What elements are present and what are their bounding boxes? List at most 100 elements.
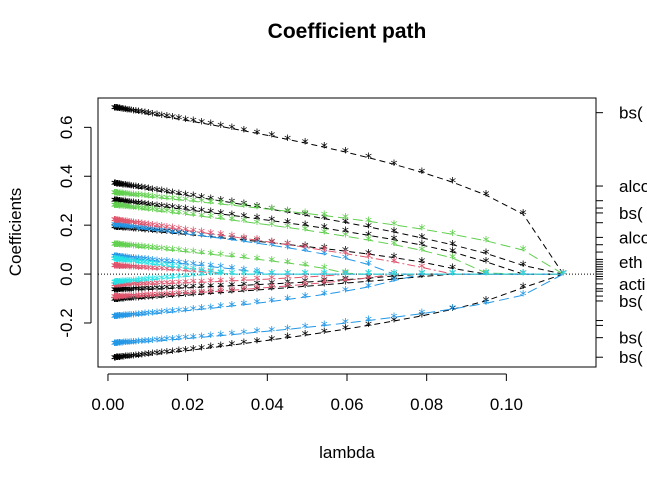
data-point: * [153,205,160,221]
data-point: * [128,275,135,291]
data-point: * [116,188,123,204]
data-point: * [182,224,189,240]
data-point: * [207,302,214,318]
data-point: * [240,251,247,267]
series-line [114,273,564,287]
data-point: * [391,218,398,234]
data-point: * [207,280,214,296]
data-point: * [182,245,189,261]
right-axis-label: acti [619,275,645,294]
data-point: * [163,206,170,222]
data-point: * [302,137,309,153]
data-point: * [418,244,425,260]
data-point: * [302,321,309,337]
data-point: * [114,352,121,368]
data-point: * [114,222,121,238]
data-point: * [391,225,398,241]
series-line [114,273,564,360]
data-point: * [138,262,145,278]
data-point: * [116,338,123,354]
data-point: * [302,219,309,235]
data-point: * [163,282,170,298]
data-point: * [138,309,145,325]
data-point: * [449,268,456,284]
data-point: * [113,294,120,310]
data-point: * [163,256,170,272]
data-point: * [142,262,149,278]
data-point: * [520,268,527,284]
data-point: * [190,288,197,304]
data-point: * [268,239,275,255]
data-point: * [145,191,152,207]
data-point: * [190,258,197,274]
data-point: * [142,308,149,324]
data-point: * [128,105,135,121]
data-point: * [163,225,170,241]
data-point: * [198,276,205,292]
data-point: * [116,338,123,354]
data-point: * [560,268,567,284]
data-point: * [284,257,291,273]
data-point: * [120,104,127,120]
data-point: * [111,219,118,235]
data-point: * [302,329,309,345]
data-point: * [132,241,139,257]
data-point: * [114,254,121,270]
data-point: * [483,268,490,284]
data-point: * [120,188,127,204]
data-point: * [138,253,145,269]
data-point: * [124,240,131,256]
data-point: * [483,268,490,284]
data-point: * [418,223,425,239]
data-point: * [112,294,119,310]
data-point: * [119,276,126,292]
data-point: * [128,261,135,277]
data-point: * [560,268,567,284]
data-point: * [128,189,135,205]
data-point: * [158,200,165,216]
data-point: * [122,240,129,256]
data-point: * [128,337,135,353]
data-point: * [190,263,197,279]
data-point: * [302,268,309,284]
data-point: * [142,290,149,306]
data-point: * [135,253,142,269]
data-point: * [321,222,328,238]
data-point: * [153,243,160,259]
data-point: * [253,284,260,300]
data-point: * [116,251,123,267]
data-point: * [113,251,120,267]
data-point: * [135,218,142,234]
data-point: * [124,255,131,271]
data-point: * [142,224,149,240]
data-point: * [112,178,119,194]
data-point: * [365,268,372,284]
data-point: * [135,309,142,325]
data-point: * [114,291,121,307]
data-point: * [560,268,567,284]
data-point: * [135,198,142,214]
data-point: * [113,195,120,211]
data-point: * [112,200,119,216]
data-point: * [207,330,214,346]
data-point: * [483,268,490,284]
data-point: * [153,109,160,125]
data-point: * [116,284,123,300]
data-point: * [138,257,145,273]
data-point: * [391,251,398,267]
data-point: * [190,228,197,244]
data-point: * [132,262,139,278]
data-point: * [128,293,135,309]
right-axis-label: bs( [619,204,643,223]
data-point: * [114,222,121,238]
series-line [114,205,564,275]
data-point: * [418,239,425,255]
data-point: * [520,281,527,297]
data-point: * [113,292,120,308]
data-point: * [126,180,133,196]
data-point: * [284,205,291,221]
data-point: * [111,251,118,267]
data-point: * [520,244,527,260]
data-point: * [114,291,121,307]
data-point: * [163,260,170,276]
